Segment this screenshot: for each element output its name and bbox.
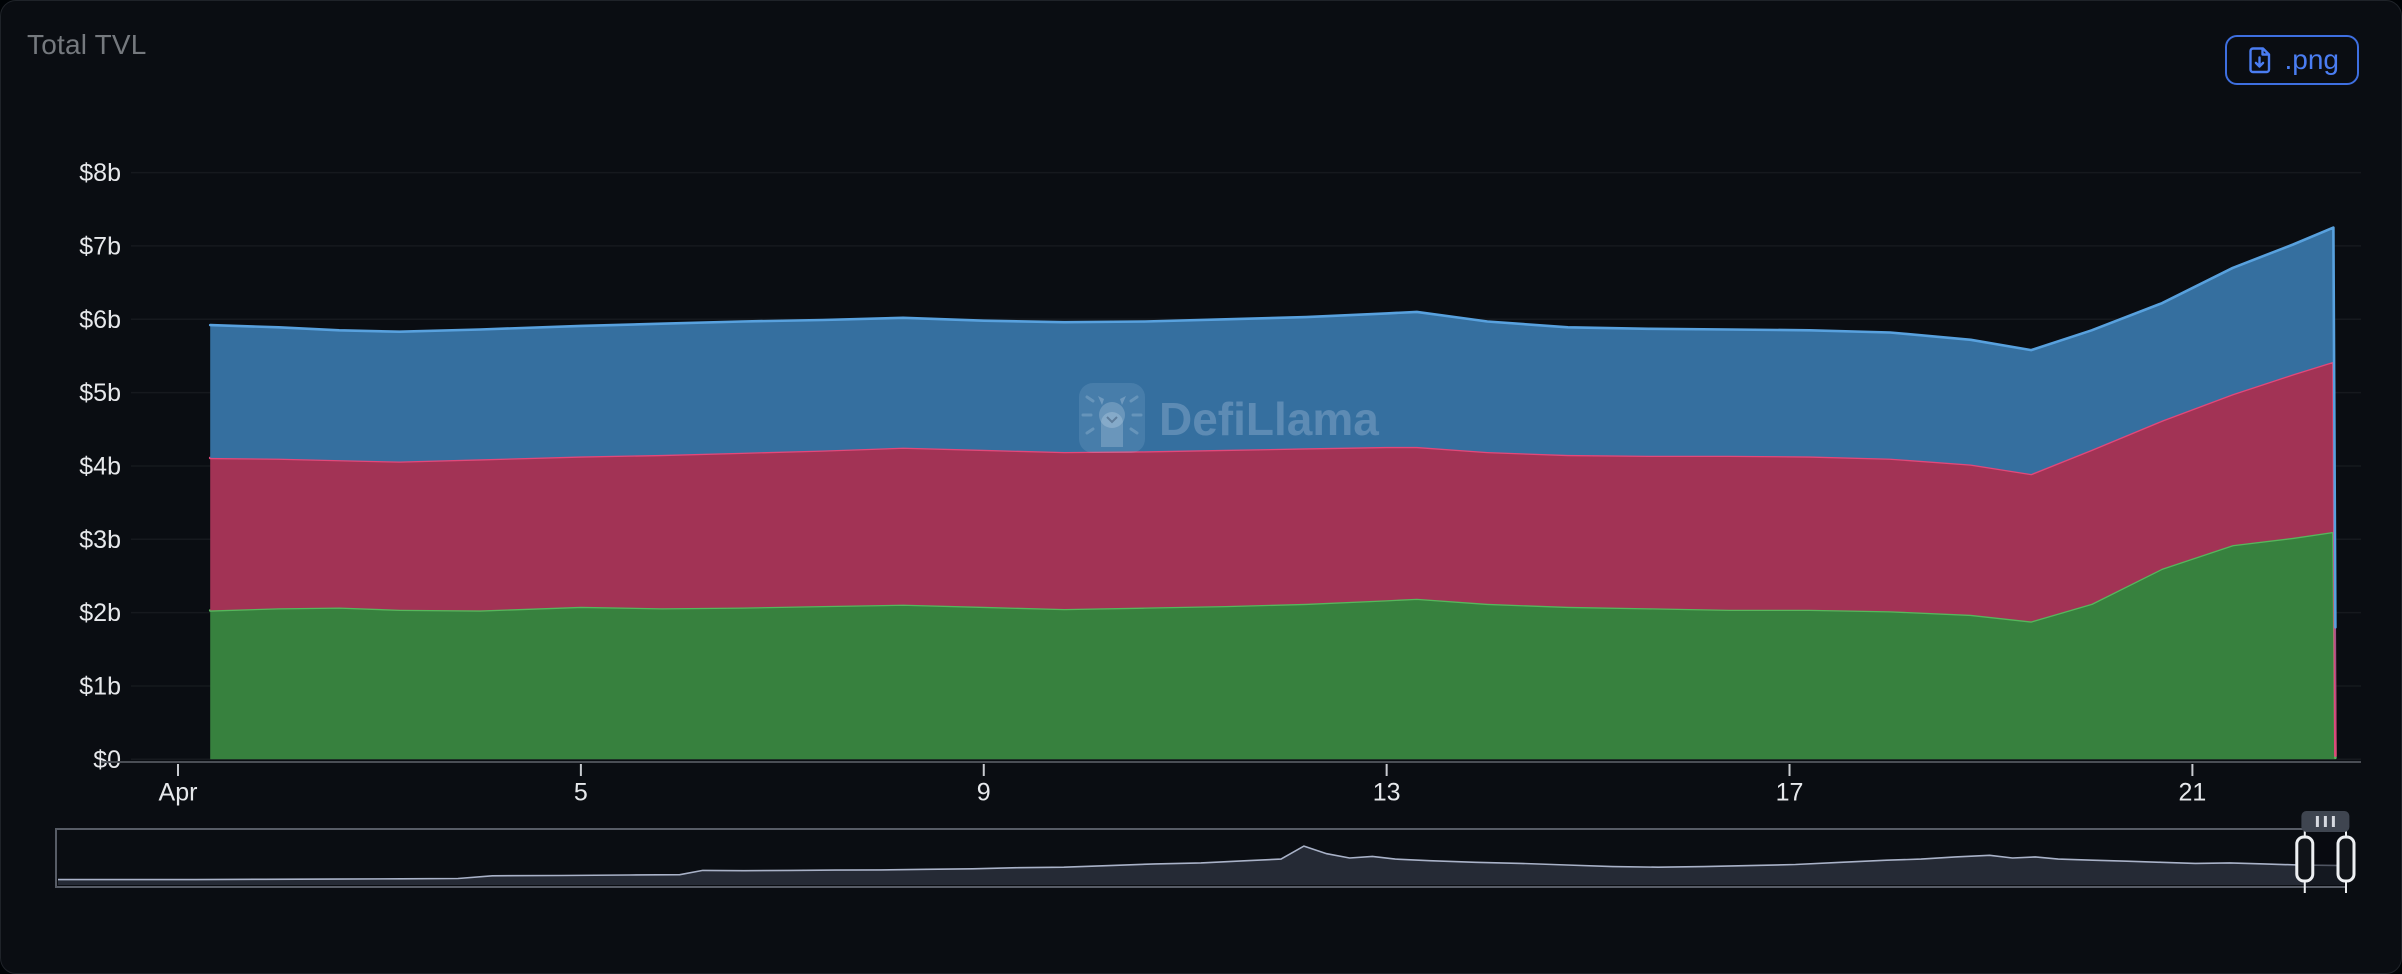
llama-logo-ray — [1129, 427, 1139, 435]
file-download-icon — [2248, 47, 2270, 74]
line-blue-top-series — [208, 226, 2337, 629]
brush-handle-left[interactable] — [2295, 835, 2315, 883]
x-axis-tick-label: 21 — [2178, 779, 2206, 807]
download-png-button[interactable]: .png — [2224, 35, 2359, 85]
watermark: DefiLlama — [1079, 383, 1379, 453]
llama-logo-ray — [1129, 395, 1139, 403]
brush-grip-dot — [2323, 816, 2327, 827]
x-axis-tick-label: 9 — [977, 779, 991, 807]
llama-logo-ray — [1085, 395, 1095, 403]
y-axis-label: $7b — [79, 233, 121, 261]
chart-title: Total TVL — [27, 29, 147, 60]
area-green-bottom-series[interactable] — [210, 531, 2336, 760]
brush-handle-right[interactable] — [2336, 835, 2356, 883]
y-axis-label: $1b — [79, 673, 121, 701]
area-blue-top-series[interactable] — [210, 227, 2336, 756]
llama-logo-head — [1099, 402, 1125, 428]
y-axis-label: $4b — [79, 453, 121, 481]
llama-logo-face — [1106, 416, 1118, 424]
download-png-label: .png — [2284, 44, 2340, 75]
x-axis-tick-label: 5 — [574, 779, 588, 807]
brush-grip-dot — [2315, 816, 2319, 827]
brush-grip-dot — [2331, 816, 2335, 827]
x-axis-tick-label: Apr — [159, 779, 198, 807]
x-axis-tick-label: 17 — [1776, 779, 1804, 807]
area-red-middle-series[interactable] — [210, 361, 2336, 758]
y-axis-label: $2b — [79, 599, 121, 627]
llama-logo — [1079, 383, 1145, 453]
y-axis-label: $8b — [79, 159, 121, 187]
llama-logo-ray — [1085, 427, 1095, 435]
llama-logo-neck — [1101, 412, 1123, 447]
brush-slider[interactable] — [55, 811, 2356, 893]
watermark-text: DefiLlama — [1159, 393, 1379, 445]
x-axis-tick-label: 13 — [1373, 779, 1401, 807]
brush-grip[interactable] — [2301, 811, 2350, 832]
y-axis-label: $3b — [79, 526, 121, 554]
y-axis-label: $5b — [79, 379, 121, 407]
y-axis-label: $6b — [79, 306, 121, 334]
brush-mini-line — [58, 845, 2345, 881]
y-axis-label: $0 — [93, 746, 121, 774]
